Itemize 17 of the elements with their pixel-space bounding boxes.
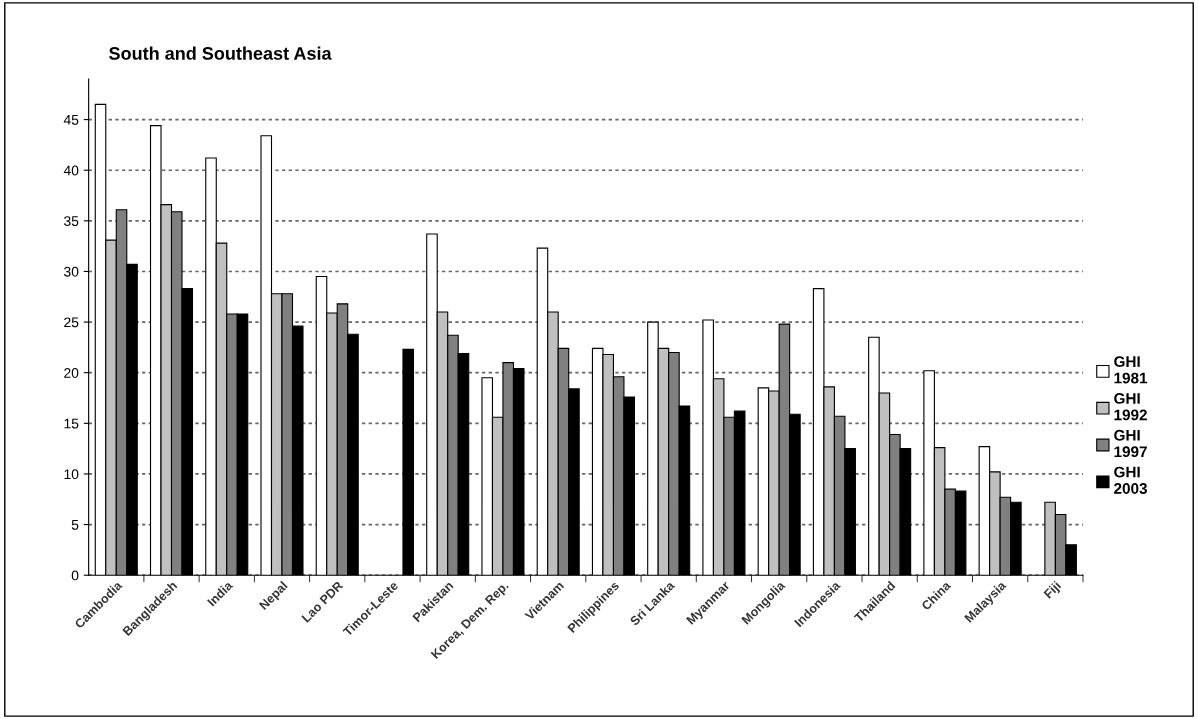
y-tick-label: 45 — [63, 115, 79, 125]
legend-label: GHI 2003 — [1114, 466, 1147, 494]
y-tick-label: 20 — [64, 368, 79, 378]
x-tick-label: Fiji — [1043, 580, 1063, 601]
chart-title: South and Southeast Asia — [109, 46, 332, 60]
y-tick-label: 0 — [71, 570, 79, 581]
y-tick-label: 25 — [64, 317, 79, 328]
y-tick-label: 40 — [63, 165, 79, 176]
y-tick-label: 5 — [71, 520, 79, 530]
y-tick-label: 30 — [64, 266, 79, 277]
bar — [402, 348, 415, 576]
y-tick-label: 10 — [64, 469, 79, 480]
legend-label: GHI 1997 — [1114, 429, 1147, 458]
legend-label: GHI 1981 — [1114, 356, 1148, 384]
y-tick-label: 35 — [64, 216, 79, 226]
legend-label: GHI 1992 — [1114, 393, 1147, 421]
y-tick-label: 15 — [64, 418, 79, 429]
